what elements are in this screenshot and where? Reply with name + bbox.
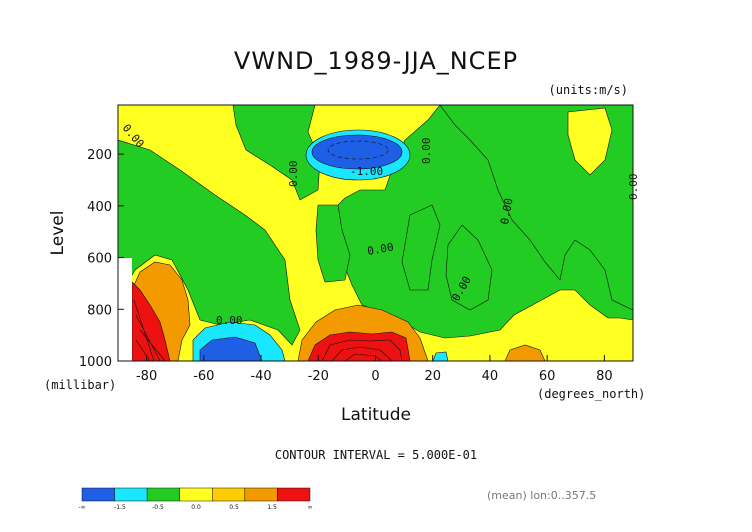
field-orange-north — [504, 344, 546, 361]
colorbar-label: ∞ — [308, 504, 313, 511]
y-tick-label: 800 — [87, 303, 112, 318]
colorbar-label: 0.5 — [229, 504, 239, 511]
mean-info-text: (mean) lon:0..357.5 — [487, 489, 596, 502]
contour-label: 0.00 — [366, 241, 394, 258]
contour-lines-red-center — [321, 339, 403, 361]
x-axis-label: Latitude — [341, 405, 411, 425]
field-red-south — [131, 281, 171, 361]
colorbar: -∞ -1.5 -0.5 0.0 0.5 1.5 ∞ — [78, 487, 313, 511]
y-axis-label: Level — [48, 211, 68, 256]
y-tick-label: 600 — [87, 252, 112, 267]
units-label: (units:m/s) — [549, 83, 628, 97]
contour-jet-inner — [327, 140, 389, 160]
contour-interval-text: CONTOUR INTERVAL = 5.000E-01 — [275, 448, 477, 462]
y-tick-label: 400 — [87, 200, 112, 215]
contour-label: 0.00 — [627, 174, 640, 201]
field-blue-south — [199, 336, 263, 361]
x-axis-ticks: -80 -60 -40 -20 0 20 40 60 80 — [136, 355, 613, 384]
colorbar-swatch — [146, 487, 180, 502]
y-tick-label: 1000 — [79, 355, 112, 370]
field-cyan-small — [432, 351, 449, 361]
colorbar-label: -∞ — [78, 504, 85, 511]
x-tick-label: 80 — [596, 369, 613, 384]
x-tick-label: -60 — [193, 369, 214, 384]
colorbar-swatch — [277, 487, 311, 502]
contour-label: 0.00 — [287, 161, 300, 188]
field-topography — [118, 258, 132, 361]
colorbar-swatch — [114, 487, 148, 502]
colorbar-label: -1.5 — [114, 504, 126, 511]
x-tick-label: -80 — [136, 369, 157, 384]
x-tick-label: 60 — [539, 369, 556, 384]
chart-title: VWND_1989-JJA_NCEP — [234, 47, 518, 75]
x-tick-label: 20 — [424, 369, 441, 384]
field-green-inner-b — [401, 204, 441, 291]
colorbar-label: 1.5 — [267, 504, 277, 511]
x-units-label: (degrees_north) — [537, 387, 645, 401]
x-tick-label: 0 — [371, 369, 379, 384]
field-yellow-top-right — [567, 107, 613, 176]
contour-label: 0.00 — [420, 138, 433, 165]
x-tick-label: -20 — [308, 369, 329, 384]
field-green-inner-a — [315, 204, 351, 283]
colorbar-swatch — [81, 487, 115, 502]
y-tick-label: 200 — [87, 148, 112, 163]
colorbar-label: 0.0 — [191, 504, 201, 511]
x-tick-label: 40 — [482, 369, 499, 384]
y-axis-ticks: 200 400 600 800 1000 — [79, 148, 124, 370]
colorbar-swatch — [244, 487, 278, 502]
x-tick-label: -40 — [250, 369, 271, 384]
plot-area — [117, 104, 634, 362]
field-yellow-left — [118, 105, 633, 361]
contour-label: -1.00 — [350, 165, 383, 178]
colorbar-label: -0.5 — [152, 504, 164, 511]
contour-label: 0.00 — [216, 314, 243, 327]
contour-label: 0.00 — [498, 197, 515, 225]
contour-lines-red-south — [133, 299, 166, 361]
field-green-inner-c — [445, 224, 493, 311]
colorbar-swatch — [179, 487, 213, 502]
y-units-label: (millibar) — [44, 378, 116, 392]
field-blue-jet — [311, 134, 403, 170]
colorbar-swatch — [212, 487, 246, 502]
